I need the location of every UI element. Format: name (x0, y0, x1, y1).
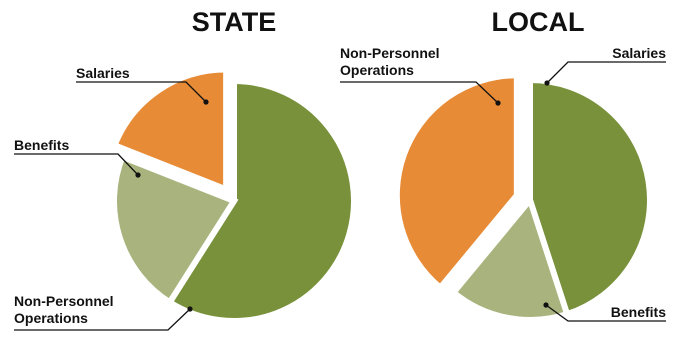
state-leader-benefits (14, 153, 139, 176)
state-label-benefits: Benefits (14, 137, 69, 153)
local-leader-dot-benefits (543, 302, 549, 308)
local-leader-dot-salaries (544, 80, 550, 86)
state-chart-title: STATE (192, 7, 277, 37)
state-leader-dot-salaries (203, 99, 209, 105)
local-leader-salaries (546, 61, 666, 84)
local-label-benefits: Benefits (611, 304, 666, 320)
local-slice-non-personnel (393, 72, 520, 292)
local-slice-salaries (527, 76, 653, 318)
state-slice-non-personnel (110, 66, 230, 194)
local-leader-benefits (545, 304, 666, 322)
state-label-salaries: Salaries (76, 65, 130, 81)
local-chart-title: LOCAL (492, 7, 585, 37)
local-label-salaries: Salaries (612, 45, 666, 61)
local-pie (393, 72, 653, 323)
state-leader-non-personnel (14, 308, 191, 331)
local-leader-non-personnel (340, 81, 499, 104)
state-leader-salaries (76, 81, 207, 103)
state-leader-dot-benefits (135, 172, 141, 178)
state-pie (110, 66, 357, 324)
state-label-non-personnel: Non-Personnel Operations (14, 293, 114, 326)
local-slice-benefits (449, 193, 571, 323)
state-slice-salaries (165, 77, 357, 324)
local-leader-dot-non-personnel (495, 100, 501, 106)
state-slice-benefits (111, 152, 239, 307)
local-label-non-personnel: Non-Personnel Operations (340, 45, 440, 78)
state-leader-dot-non-personnel (187, 306, 193, 312)
